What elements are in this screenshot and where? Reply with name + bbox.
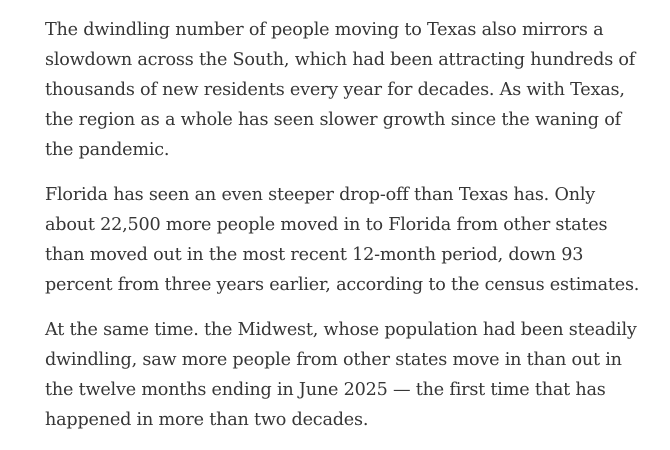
text-line: slowdown across the South, which had bee… [45, 50, 636, 70]
text-line: than moved out in the most recent 12-mon… [45, 245, 584, 265]
paragraph-south-slowdown: The dwindling number of people moving to… [45, 15, 665, 165]
text-line: percent from three years earlier, accord… [45, 275, 640, 295]
paragraph-midwest: At the same time. the Midwest, whose pop… [45, 315, 665, 435]
text-line: the pandemic. [45, 140, 170, 160]
text-line: the twelve months ending in June 2025 — … [45, 380, 606, 400]
text-line: thousands of new residents every year fo… [45, 80, 625, 100]
article-body: The dwindling number of people moving to… [45, 15, 665, 450]
text-line: happened in more than two decades. [45, 410, 369, 430]
text-line: At the same time. the Midwest, whose pop… [45, 320, 637, 340]
text-line: Florida has seen an even steeper drop-of… [45, 185, 595, 205]
text-line: The dwindling number of people moving to… [45, 20, 604, 40]
paragraph-florida: Florida has seen an even steeper drop-of… [45, 180, 665, 300]
text-line: about 22,500 more people moved in to Flo… [45, 215, 608, 235]
text-line: the region as a whole has seen slower gr… [45, 110, 621, 130]
text-line: dwindling, saw more people from other st… [45, 350, 622, 370]
